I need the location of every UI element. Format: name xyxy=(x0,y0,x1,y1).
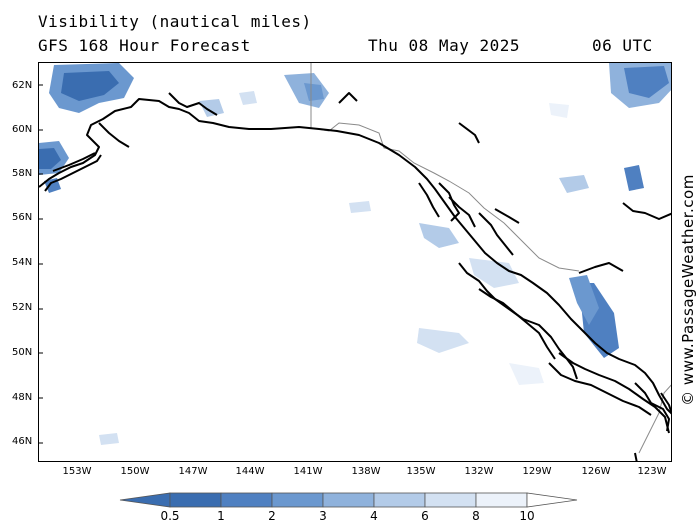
border-lines xyxy=(310,63,671,454)
visibility-map xyxy=(39,63,671,461)
lat-label-46n: 46N xyxy=(12,436,33,447)
legend-high-arrow xyxy=(526,492,578,508)
legend-label: 4 xyxy=(370,509,378,523)
lon-label-150w: 150W xyxy=(120,466,150,477)
forecast-date: Thu 08 May 2025 xyxy=(368,36,520,55)
lon-label-123w: 123W xyxy=(637,466,667,477)
legend-colorbar xyxy=(119,492,578,508)
legend-label: 8 xyxy=(472,509,480,523)
coastlines xyxy=(39,92,671,461)
lat-label-54n: 54N xyxy=(12,257,33,268)
lon-label-135w: 135W xyxy=(406,466,436,477)
lat-label-60n: 60N xyxy=(12,124,33,135)
visibility-shading xyxy=(39,63,671,445)
graticule xyxy=(39,84,43,444)
lon-label-138w: 138W xyxy=(351,466,381,477)
map-title: Visibility (nautical miles) xyxy=(38,12,312,31)
lon-label-141w: 141W xyxy=(293,466,323,477)
legend-swatch xyxy=(424,492,477,508)
legend-label: 2 xyxy=(268,509,276,523)
map-frame xyxy=(38,62,672,462)
legend-label: 10 xyxy=(519,509,535,523)
legend-swatch xyxy=(169,492,222,508)
lat-label-62n: 62N xyxy=(12,80,33,91)
legend-label: 1 xyxy=(217,509,225,523)
legend-label: 3 xyxy=(319,509,327,523)
lon-label-132w: 132W xyxy=(464,466,494,477)
legend-swatch xyxy=(373,492,426,508)
lon-label-126w: 126W xyxy=(581,466,611,477)
legend-swatch xyxy=(220,492,273,508)
lat-label-52n: 52N xyxy=(12,302,33,313)
legend-swatch xyxy=(322,492,375,508)
lat-label-58n: 58N xyxy=(12,168,33,179)
lon-label-153w: 153W xyxy=(62,466,92,477)
credit-text: © www.PassageWeather.com xyxy=(679,174,697,406)
lat-label-56n: 56N xyxy=(12,212,33,223)
lat-label-48n: 48N xyxy=(12,392,33,403)
legend-low-arrow xyxy=(119,492,171,508)
lon-label-129w: 129W xyxy=(522,466,552,477)
forecast-time: 06 UTC xyxy=(592,36,653,55)
lon-label-144w: 144W xyxy=(235,466,265,477)
lon-label-147w: 147W xyxy=(178,466,208,477)
lat-label-50n: 50N xyxy=(12,347,33,358)
forecast-subtitle: GFS 168 Hour Forecast xyxy=(38,36,251,55)
legend-label: 0.5 xyxy=(160,509,180,523)
legend-label: 6 xyxy=(421,509,429,523)
legend-swatch xyxy=(271,492,324,508)
legend-swatch xyxy=(475,492,528,508)
